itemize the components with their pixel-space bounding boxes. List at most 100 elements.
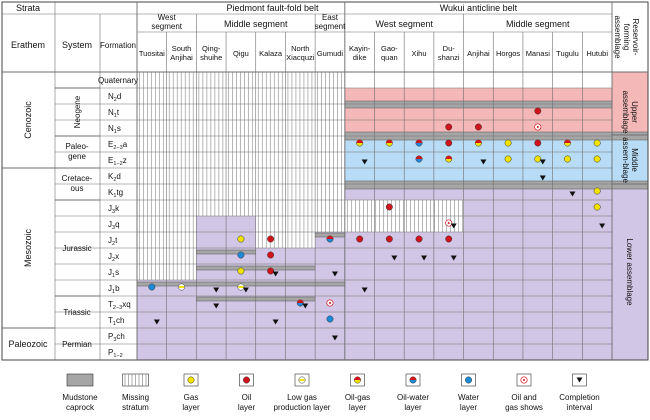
system-label: Quaternary bbox=[98, 76, 138, 85]
legend-label-2: caprock bbox=[66, 403, 95, 412]
formation-label: J3q bbox=[108, 220, 120, 231]
header: Strata Piedmont fault-fold belt Wukui anti… bbox=[11, 3, 640, 59]
legend-label-2: stratum bbox=[122, 403, 149, 412]
water-marker bbox=[148, 283, 156, 291]
oil-marker bbox=[445, 123, 453, 131]
gas-marker bbox=[564, 155, 571, 163]
completion-marker bbox=[272, 319, 279, 325]
missing-bg bbox=[255, 72, 286, 248]
well-name-2: Xiacquzi bbox=[286, 53, 315, 62]
missing-bg bbox=[285, 72, 316, 248]
system-label-2: gene bbox=[68, 152, 86, 161]
well-name-2: shuihe bbox=[200, 53, 222, 62]
oilgas-marker bbox=[445, 155, 453, 163]
completion-marker bbox=[421, 255, 428, 261]
oil-marker bbox=[267, 235, 275, 243]
reservoir-l3: assemblage bbox=[613, 15, 622, 59]
oil-marker bbox=[445, 235, 453, 243]
formation-label: J1b bbox=[108, 284, 120, 295]
erathem-labels: Cenozoic Mesozoic Paleozoic bbox=[8, 101, 48, 349]
oil-marker bbox=[474, 123, 482, 131]
well-name: Kayin- bbox=[349, 44, 371, 53]
piedmont-middle-label: Middle segment bbox=[224, 19, 288, 29]
assemblage-rot: Lower assemblage bbox=[625, 238, 634, 306]
upper-zone bbox=[344, 88, 648, 136]
well-name: Du- bbox=[443, 44, 456, 53]
oil-marker bbox=[267, 251, 275, 259]
legend-label-2: layer bbox=[460, 403, 478, 412]
system-label: Paleo- bbox=[65, 142, 88, 151]
water-marker bbox=[465, 376, 472, 384]
lowgas-marker bbox=[178, 283, 185, 291]
gas-marker bbox=[593, 187, 601, 195]
legend-label: Low gas bbox=[287, 393, 317, 402]
system-label: Jurassic bbox=[62, 244, 91, 253]
completion-marker bbox=[480, 159, 487, 165]
erathem-header: Erathem bbox=[11, 40, 45, 50]
well-name: Gao- bbox=[381, 44, 398, 53]
legend-label-2: layer bbox=[182, 403, 200, 412]
legend-label: Oil bbox=[242, 393, 252, 402]
lower-zone-well bbox=[166, 280, 197, 360]
completion-marker bbox=[539, 175, 546, 181]
oilwater-marker bbox=[415, 155, 423, 163]
wukui-header: Wukui anticline belt bbox=[440, 3, 518, 13]
water-marker bbox=[326, 315, 334, 323]
caprock-band bbox=[344, 180, 649, 190]
piedmont-header: Piedmont fault-fold belt bbox=[226, 3, 319, 13]
well-name-2: shanzi bbox=[438, 53, 460, 62]
formation-label: K2d bbox=[108, 172, 121, 183]
well-name: Kalaza bbox=[259, 49, 283, 58]
formation-header: Formation bbox=[100, 41, 136, 50]
completion-marker bbox=[539, 159, 546, 165]
legend-label: Oil-gas bbox=[345, 393, 370, 402]
lower-zone-well bbox=[255, 248, 286, 360]
gas-marker bbox=[593, 203, 601, 211]
well-name: Manasi bbox=[526, 49, 551, 58]
completion-marker bbox=[213, 287, 220, 293]
formation-label: J1s bbox=[108, 268, 119, 279]
gas-marker bbox=[187, 376, 195, 384]
legend-label: Water bbox=[458, 393, 479, 402]
oil-marker bbox=[385, 203, 393, 211]
missing-bg bbox=[196, 72, 227, 216]
completion-marker bbox=[569, 191, 576, 197]
shows-marker bbox=[534, 123, 542, 131]
oilwater-marker bbox=[326, 235, 334, 243]
erathem-label: Mesozoic bbox=[23, 228, 33, 267]
oilgas-marker bbox=[385, 139, 393, 147]
piedmont-west-label: West bbox=[158, 13, 177, 22]
wukui-middle-label: Middle segment bbox=[506, 19, 570, 29]
gas-marker bbox=[237, 267, 245, 275]
gas-marker bbox=[534, 155, 542, 163]
oilwater-marker bbox=[409, 376, 417, 384]
erathem-rot: Cenozoic bbox=[23, 101, 33, 139]
completion-marker bbox=[576, 377, 583, 383]
oil-marker bbox=[534, 139, 542, 147]
legend-label-2: gas shows bbox=[505, 403, 543, 412]
assemblage-label: Lower assemblage bbox=[625, 238, 634, 306]
well-name-2: Anjihai bbox=[170, 53, 193, 62]
system-label-2: ous bbox=[71, 184, 84, 193]
lower-zone-well bbox=[137, 280, 167, 360]
gas-marker bbox=[593, 155, 601, 163]
gas-marker bbox=[593, 139, 601, 147]
completion-marker bbox=[361, 159, 368, 165]
completion-marker bbox=[331, 335, 338, 341]
formation-labels: N2d N1t N1s E2−3a E1−2z K2d K1tg J3k J3q J2t J2x J1… bbox=[108, 92, 131, 359]
formation-label: E1−2z bbox=[108, 156, 127, 167]
legend-label-2: interval bbox=[567, 403, 593, 412]
system-labels: Quaternary Neogene Paleo-gene Cretace-ous Ju… bbox=[62, 76, 138, 349]
well-name: Qigu bbox=[233, 49, 249, 58]
legend-label: Missing bbox=[122, 393, 149, 402]
oilwater-marker bbox=[296, 299, 304, 307]
system-label: Neogene bbox=[73, 95, 82, 128]
oil-marker bbox=[415, 235, 423, 243]
well-name: North bbox=[291, 44, 309, 53]
well-name-2: quan bbox=[381, 53, 398, 62]
